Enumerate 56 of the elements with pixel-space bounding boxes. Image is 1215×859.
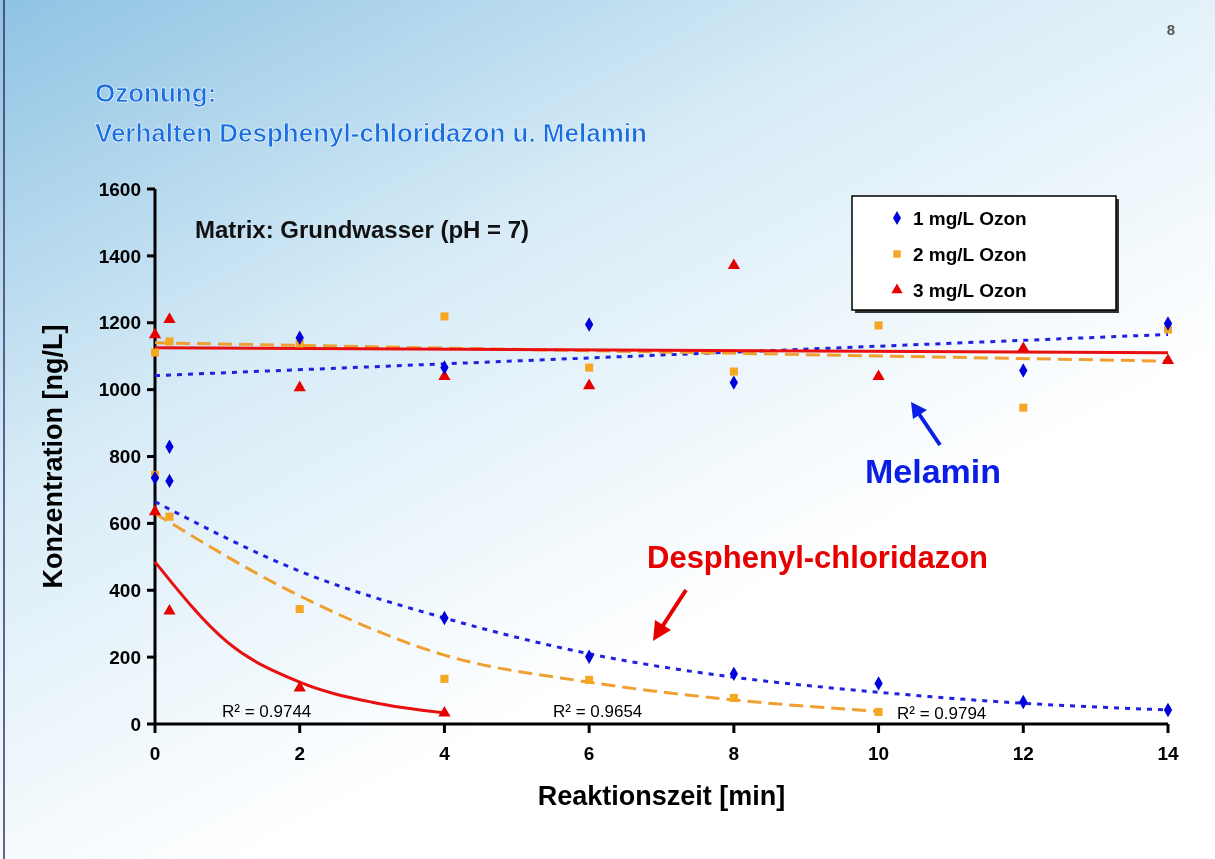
annotation: R² = 0.9654 bbox=[553, 702, 643, 721]
y-tick-label: 800 bbox=[109, 446, 141, 468]
point bbox=[874, 707, 883, 716]
y-tick-label: 1200 bbox=[98, 312, 141, 334]
annotation: R² = 0.9744 bbox=[222, 702, 312, 721]
y-tick-label: 1000 bbox=[98, 379, 141, 401]
point bbox=[1161, 353, 1175, 365]
point bbox=[729, 693, 738, 702]
point bbox=[148, 327, 162, 339]
text: 8 bbox=[1166, 21, 1175, 38]
legend-label: 2 mg/L Ozon bbox=[913, 243, 1027, 265]
point bbox=[585, 363, 594, 372]
point bbox=[872, 369, 885, 381]
y-tick-label: 400 bbox=[109, 579, 141, 601]
point bbox=[293, 380, 306, 392]
y-tick-label: 1400 bbox=[98, 245, 141, 267]
point bbox=[438, 705, 451, 717]
x-tick-label: 10 bbox=[868, 743, 890, 764]
point bbox=[293, 680, 306, 692]
chart-subtitle: Verhalten Desphenyl-chloridazon u. Melamin bbox=[95, 118, 647, 148]
x-tick-label: 8 bbox=[728, 743, 740, 764]
x-tick-label: 12 bbox=[1012, 743, 1034, 764]
legend-label: 1 mg/L Ozon bbox=[913, 207, 1027, 229]
point bbox=[729, 367, 738, 376]
chart-title: Ozonung: bbox=[95, 78, 217, 108]
point bbox=[148, 504, 162, 516]
point bbox=[163, 603, 176, 615]
point bbox=[165, 337, 174, 346]
point bbox=[163, 312, 176, 323]
annotation: Matrix: Grundwasser (pH = 7) bbox=[195, 216, 530, 243]
point bbox=[165, 512, 174, 521]
point bbox=[150, 348, 160, 357]
x-tick-label: 6 bbox=[583, 743, 595, 764]
x-tick-label: 0 bbox=[149, 743, 161, 764]
point bbox=[1017, 341, 1030, 353]
y-tick-label: 600 bbox=[109, 513, 141, 535]
point bbox=[583, 378, 596, 390]
y-tick-label: 0 bbox=[130, 713, 141, 735]
annotation: Desphenyl-chloridazon bbox=[647, 540, 989, 575]
x-tick-label: 2 bbox=[294, 743, 305, 764]
point bbox=[1019, 403, 1028, 412]
y-tick-label: 200 bbox=[109, 646, 141, 668]
legend-label: 3 mg/L Ozon bbox=[913, 279, 1027, 301]
annotation: Melamin bbox=[865, 452, 1002, 490]
point bbox=[440, 312, 449, 321]
y-tick-label: 1600 bbox=[98, 178, 141, 200]
point bbox=[585, 675, 594, 684]
point bbox=[295, 604, 304, 614]
annotation: R² = 0.9794 bbox=[897, 704, 987, 723]
point bbox=[727, 258, 740, 270]
y-axis-title: Konzentration [ng/L] bbox=[38, 324, 68, 589]
point bbox=[874, 321, 883, 330]
x-tick-label: 4 bbox=[439, 743, 451, 764]
point bbox=[440, 674, 449, 683]
x-tick-label: 14 bbox=[1157, 743, 1179, 764]
x-axis-title: Reaktionszeit [min] bbox=[537, 781, 786, 811]
